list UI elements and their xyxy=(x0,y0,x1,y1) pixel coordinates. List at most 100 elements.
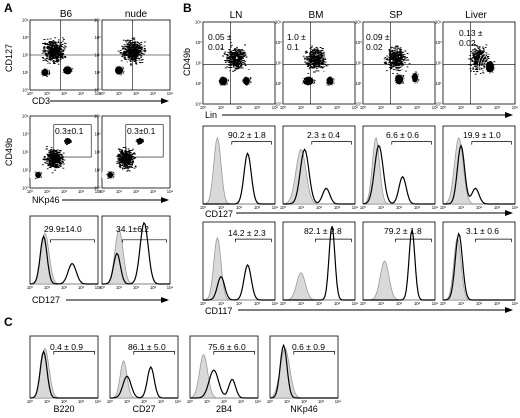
y-tick-label: 10³ xyxy=(355,40,362,45)
histogram-sample-curve xyxy=(190,369,258,399)
panel-b-row1-liver-line2: 0.02 xyxy=(459,38,476,48)
density-contour xyxy=(34,171,42,179)
x-tick-label: 10¹ xyxy=(204,399,211,404)
density-contour xyxy=(325,76,335,86)
panel-c-histograms: 10⁰ 10¹ 10² 10³ 10⁴ 10⁰ 10¹ 10² 10³ 10⁴ 10⁰ 10¹ 10² 1… xyxy=(27,335,341,404)
histogram-sample-curve xyxy=(269,343,338,399)
panel-c-b220-label: B220 xyxy=(53,404,74,414)
x-tick-label: 10⁰ xyxy=(27,399,34,404)
density-contour xyxy=(211,69,235,93)
histogram-frame xyxy=(282,221,356,301)
x-tick-label: 10⁴ xyxy=(272,105,279,110)
density-contour xyxy=(387,65,411,93)
panel-b-row1-ln-line1: 0.05 ± xyxy=(208,32,232,42)
histogram-frame xyxy=(362,221,436,301)
histogram-gate xyxy=(293,351,335,355)
y-tick-label: 10³ xyxy=(195,40,202,45)
x-tick-label: 10¹ xyxy=(116,189,123,194)
x-tick-label: 10¹ xyxy=(218,301,225,306)
y-tick-label: 10¹ xyxy=(22,70,29,75)
x-tick-label: 10³ xyxy=(414,301,421,306)
panel-b-row3-sp-value: 79.2 ± 1.8 xyxy=(384,226,422,236)
density-contour xyxy=(293,69,323,93)
histogram-sample-curve xyxy=(363,229,435,301)
x-tick-label: 10³ xyxy=(78,285,85,290)
x-tick-label: 10¹ xyxy=(458,205,465,210)
density-contour xyxy=(31,167,45,183)
x-tick-label: 10³ xyxy=(150,189,157,194)
y-tick-label: 10² xyxy=(435,61,442,66)
x-tick-label: 10² xyxy=(316,301,323,306)
density-contour xyxy=(323,73,337,89)
density-contour xyxy=(109,61,129,80)
panel-label-a: A xyxy=(4,1,13,15)
x-tick-label: 10⁰ xyxy=(27,285,34,290)
panel-c-2b4-value: 75.6 ± 6.0 xyxy=(208,342,246,352)
density-contour xyxy=(237,71,255,91)
x-tick-label: 10⁰ xyxy=(99,91,106,96)
density-contour xyxy=(239,73,253,89)
x-tick-label: 10⁴ xyxy=(167,91,174,96)
panel-b-row1-bm-line1: 1.0 ± xyxy=(287,32,306,42)
y-tick-label: 10¹ xyxy=(275,81,282,86)
density-contour xyxy=(106,171,114,179)
x-tick-label: 10² xyxy=(221,399,228,404)
histogram-gate xyxy=(235,238,272,243)
histogram-gate xyxy=(311,141,352,145)
density-contour xyxy=(108,173,112,177)
panel-c-2b4-label: 2B4 xyxy=(216,404,232,414)
x-tick-label: 10⁴ xyxy=(272,205,279,210)
y-tick-label: 10⁰ xyxy=(94,186,101,191)
density-contour xyxy=(220,78,226,84)
x-tick-label: 10⁰ xyxy=(280,105,287,110)
x-tick-label: 10⁴ xyxy=(512,301,519,306)
density-contour xyxy=(103,167,117,183)
x-tick-label: 10¹ xyxy=(44,189,51,194)
panel-b-row2-histograms: 10⁰ 10¹ 10² 10³ 10⁴ 10⁰ 10¹ 10² 10³ 10⁴ 10⁰ 10¹ 10² 1… xyxy=(200,125,518,210)
y-tick-label: 10⁰ xyxy=(22,186,29,191)
panel-a-column-nude: nude xyxy=(125,9,148,20)
x-tick-label: 10³ xyxy=(334,205,341,210)
histogram-gate xyxy=(50,239,95,243)
histogram-sample-curve xyxy=(29,234,98,285)
y-tick-label: 10⁰ xyxy=(435,102,442,107)
histogram-gate xyxy=(213,351,255,355)
panel-b-row2-sp-value: 6.6 ± 0.6 xyxy=(386,130,419,140)
panel-c-nkp46-value: 0.6 ± 0.9 xyxy=(292,342,325,352)
x-tick-label: 10² xyxy=(133,189,140,194)
x-tick-label: 10¹ xyxy=(298,105,305,110)
density-contour xyxy=(319,69,341,93)
panel-a-row3-xlabel: CD127 xyxy=(32,295,60,305)
x-tick-label: 10⁴ xyxy=(432,105,439,110)
histogram-sample-curve xyxy=(203,152,275,205)
x-tick-label: 10¹ xyxy=(378,105,385,110)
x-tick-label: 10³ xyxy=(494,205,501,210)
x-tick-label: 10⁰ xyxy=(280,205,287,210)
histogram-sample-curve xyxy=(283,226,355,301)
histogram-sample-curve xyxy=(283,148,355,205)
panel-b-column-sp: SP xyxy=(389,10,403,21)
panel-b-row1-dotplots: 10⁰10⁰10¹10¹10²10²10³10³10⁴10⁴10⁰10⁰10¹1… xyxy=(195,20,518,111)
panel-a-row2-dotplots: 10⁰10⁰10¹10¹10²10²10³10³10⁴10⁴10⁰10⁰10¹1… xyxy=(22,114,173,195)
x-tick-label: 10² xyxy=(316,105,323,110)
density-contour xyxy=(305,78,312,84)
histogram-gate xyxy=(122,239,167,243)
y-tick-label: 10² xyxy=(275,61,282,66)
density-contour xyxy=(299,73,318,89)
histogram-gate xyxy=(471,141,512,145)
y-tick-label: 10³ xyxy=(94,35,101,40)
x-tick-label: 10¹ xyxy=(116,91,123,96)
x-tick-label: 10⁴ xyxy=(95,91,102,96)
x-tick-label: 10¹ xyxy=(44,399,51,404)
panel-b-column-ln: LN xyxy=(230,10,243,21)
density-contour xyxy=(36,173,40,177)
y-tick-label: 10³ xyxy=(435,40,442,45)
x-tick-label: 10³ xyxy=(158,399,165,404)
x-tick-label: 10¹ xyxy=(378,205,385,210)
x-tick-label: 10³ xyxy=(334,301,341,306)
density-contour xyxy=(101,166,119,184)
density-contour xyxy=(480,53,500,81)
x-tick-label: 10⁴ xyxy=(512,105,519,110)
x-tick-label: 10³ xyxy=(78,399,85,404)
